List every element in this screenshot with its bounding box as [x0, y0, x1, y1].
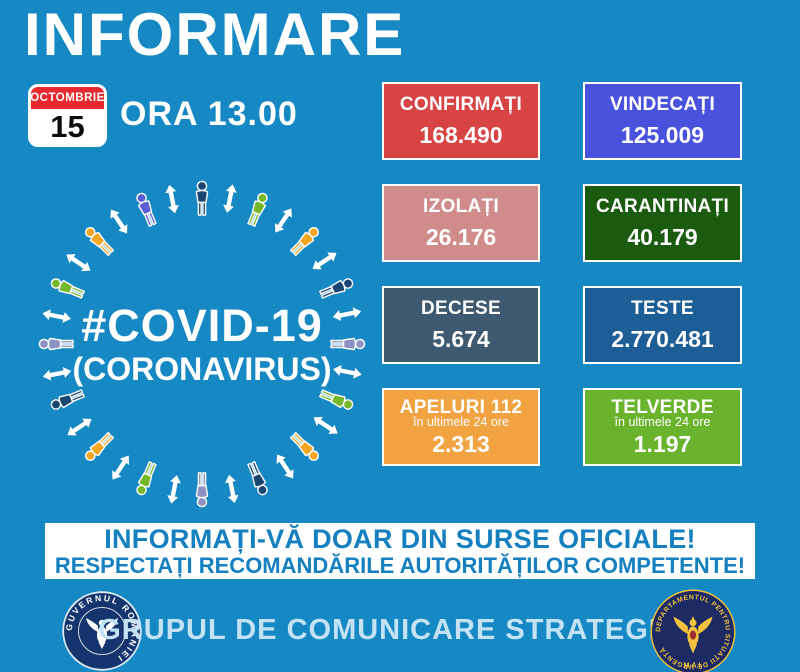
- double-arrow-icon: [331, 306, 363, 324]
- calendar-date-icon: OCTOMBRIE 15: [28, 84, 107, 147]
- stat-value: 26.176: [425, 223, 497, 250]
- stat-tile-telverde: TELVERDE în ultimele 24 ore 1.197: [583, 388, 742, 466]
- stat-tile-teste: TESTE 2.770.481: [583, 286, 742, 364]
- double-arrow-icon: [222, 473, 240, 505]
- stat-value: 40.179: [627, 223, 698, 250]
- person-icon: [78, 426, 120, 468]
- stat-label: DECESE: [421, 298, 501, 320]
- double-arrow-icon: [63, 248, 95, 275]
- calendar-month: OCTOMBRIE: [31, 87, 104, 109]
- guvernul-romaniei-logo: GUVERNUL ROMÂNIEI: [62, 591, 142, 671]
- person-icon: [284, 220, 326, 262]
- stat-tile-izolati: IZOLAȚI 26.176: [382, 184, 540, 262]
- double-arrow-icon: [63, 413, 95, 440]
- person-icon: [190, 180, 214, 216]
- double-arrow-icon: [271, 451, 298, 483]
- person-icon: [316, 382, 358, 418]
- double-arrow-icon: [271, 205, 298, 237]
- stat-tile-vindecati: VINDECAȚI 125.009: [583, 82, 742, 160]
- footer-title: GRUPUL DE COMUNICARE STRATEGICĂ: [98, 614, 702, 646]
- stat-tile-apeluri-112: APELURI 112 în ultimele 24 ore 2.313: [382, 388, 540, 466]
- stat-value: 2.770.481: [611, 325, 714, 352]
- double-arrow-icon: [222, 183, 240, 215]
- dsu-logo: DEPARTAMENTUL PENTRU SITUAȚII DE URGENȚĂ…: [650, 589, 736, 672]
- stat-sublabel: în ultimele 24 ore: [413, 415, 509, 429]
- report-time: ORA 13.00: [120, 95, 298, 133]
- stat-value: 168.490: [419, 121, 503, 148]
- double-arrow-icon: [106, 451, 133, 483]
- person-icon: [128, 188, 164, 230]
- stat-tile-confirmati: CONFIRMAȚI 168.490: [382, 82, 540, 160]
- band-message-line2: RESPECTAȚI RECOMANDĂRILE AUTORITĂȚILOR C…: [54, 552, 746, 578]
- person-icon: [190, 472, 214, 508]
- coronavirus-label: (CORONAVIRUS): [72, 351, 332, 387]
- double-arrow-icon: [164, 183, 182, 215]
- person-icon: [46, 270, 88, 306]
- stat-tiles-grid: CONFIRMAȚI 168.490 VINDECAȚI 125.009 IZO…: [382, 82, 742, 466]
- stat-label: APELURI 112: [399, 397, 523, 418]
- stat-label: TESTE: [631, 298, 694, 320]
- double-arrow-icon: [309, 248, 341, 275]
- band-message-line1: INFORMAȚI-VĂ DOAR DIN SURSE OFICIALE!: [104, 524, 696, 555]
- stat-tile-decese: DECESE 5.674: [382, 286, 540, 364]
- stat-sublabel: în ultimele 24 ore: [614, 415, 711, 429]
- calendar-day: 15: [50, 108, 85, 144]
- person-icon: [128, 458, 164, 500]
- eagle-icon: [86, 618, 118, 649]
- person-icon: [240, 458, 276, 500]
- person-icon: [284, 426, 326, 468]
- stat-label: IZOLAȚI: [423, 196, 499, 218]
- person-icon: [330, 332, 366, 356]
- person-icon: [38, 332, 74, 356]
- person-icon: [46, 382, 88, 418]
- stat-label: VINDECAȚI: [609, 94, 716, 116]
- stat-label: CONFIRMAȚI: [399, 94, 523, 116]
- official-sources-band: INFORMAȚI-VĂ DOAR DIN SURSE OFICIALE! RE…: [45, 523, 755, 579]
- double-arrow-icon: [41, 364, 73, 382]
- double-arrow-icon: [309, 413, 341, 440]
- stat-value: 2.313: [432, 431, 490, 457]
- double-arrow-icon: [106, 205, 133, 237]
- stat-value: 1.197: [633, 431, 692, 457]
- page-title: INFORMARE: [24, 1, 406, 68]
- covid-hashtag: #COVID-19: [81, 300, 323, 351]
- person-icon: [240, 188, 276, 230]
- stat-tile-carantinati: CARANTINAȚI 40.179: [583, 184, 742, 262]
- stat-value: 125.009: [620, 121, 705, 148]
- stat-label: CARANTINAȚI: [595, 196, 730, 218]
- stat-label: TELVERDE: [611, 397, 714, 418]
- circle-center-text: #COVID-19 (CORONAVIRUS): [20, 162, 384, 526]
- person-icon: [316, 270, 358, 306]
- person-icon: [78, 220, 120, 262]
- stat-value: 5.674: [432, 325, 490, 352]
- double-arrow-icon: [331, 364, 363, 382]
- svg-text:M.A.I.: M.A.I.: [683, 661, 702, 669]
- double-arrow-icon: [41, 306, 73, 324]
- double-arrow-icon: [164, 473, 182, 505]
- transmission-circle: #COVID-19 (CORONAVIRUS): [20, 162, 384, 526]
